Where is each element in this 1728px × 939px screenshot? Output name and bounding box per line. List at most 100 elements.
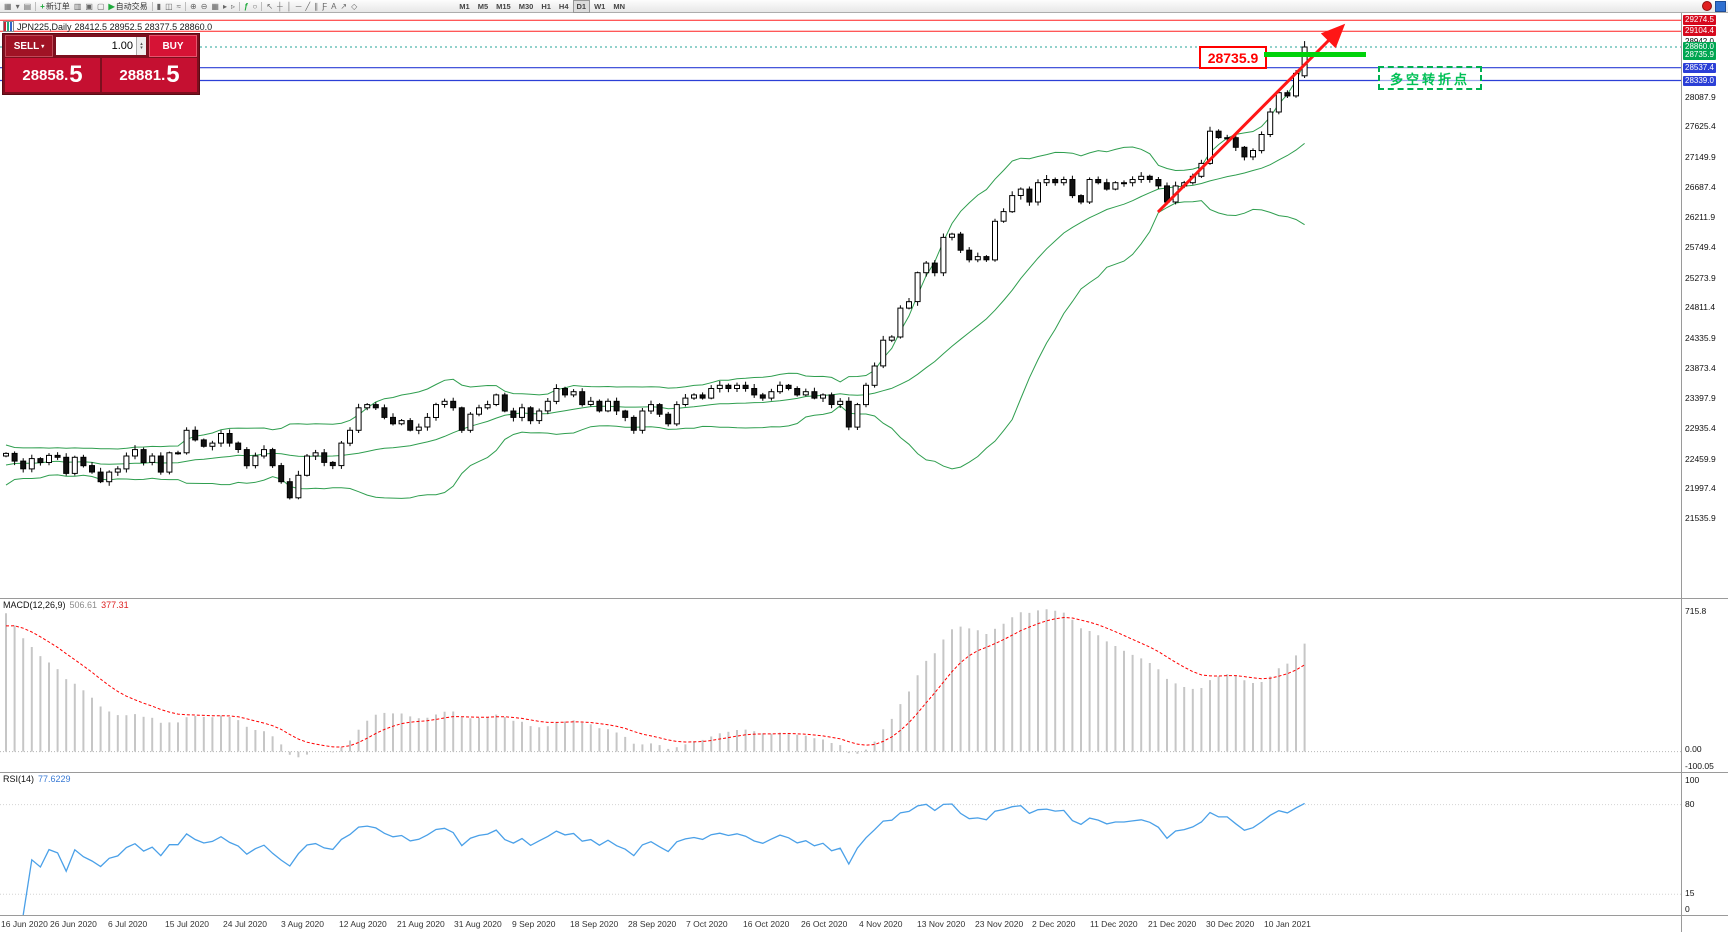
cursor-button[interactable]: ↖ — [264, 1, 275, 12]
indicators-button[interactable]: ƒ — [242, 1, 250, 12]
horizontal-line-button[interactable]: ─ — [294, 1, 304, 12]
vertical-line-button[interactable]: │ — [285, 1, 294, 12]
new-order-button[interactable]: + 新订单 — [38, 1, 72, 12]
sell-button-label: SELL — [13, 40, 40, 52]
price-scale-border — [1681, 13, 1682, 932]
cycle-button[interactable]: ○ — [250, 1, 259, 12]
price-axis-label: 21997.4 — [1685, 483, 1716, 493]
chart-title: JPN225,Daily 28412.5 28952.5 28377.5 288… — [3, 21, 212, 32]
timeframe-d1[interactable]: D1 — [572, 0, 591, 13]
volume-spinner[interactable]: ▴ ▾ — [136, 37, 146, 55]
auto-scroll-button[interactable]: ▸ — [221, 1, 229, 12]
market-watch-icon: ▥ — [73, 1, 82, 11]
candlestick-chart-button[interactable]: ◫ — [163, 1, 175, 12]
date-axis-label: 10 Jan 2021 — [1264, 919, 1311, 929]
timeframe-mn[interactable]: MN — [613, 1, 626, 11]
date-axis-label: 26 Jun 2020 — [50, 919, 97, 929]
one-click-trading-panel: SELL ▾ 1.00 ▴ ▾ BUY 28858. 5 28881. 5 — [2, 33, 200, 95]
buy-button[interactable]: BUY — [149, 35, 197, 57]
zoom-in-button[interactable]: ⊕ — [188, 1, 199, 12]
rsi-value: 77.6229 — [38, 774, 71, 784]
text-tool-icon: A — [331, 1, 337, 11]
timeframe-m15[interactable]: M15 — [496, 1, 511, 11]
new-chart-icon: ▦ — [4, 1, 12, 11]
chart-list-dropdown[interactable]: ▾ — [14, 1, 22, 12]
macd-indicator-label: MACD(12,26,9) 506.61 377.31 — [3, 600, 129, 610]
timeframe-m1[interactable]: M1 — [459, 1, 470, 11]
price-scale[interactable]: 28087.9 27625.4 27149.9 26687.4 26211.9 25749… — [1682, 0, 1728, 939]
panel-divider-macd[interactable] — [0, 598, 1728, 599]
line-chart-button[interactable]: ≈ — [175, 1, 183, 12]
date-axis-label: 6 Jul 2020 — [108, 919, 148, 929]
profiles-button[interactable]: ▤ — [22, 1, 34, 12]
market-watch-button[interactable]: ▥ — [72, 1, 84, 12]
timeframe-h4[interactable]: H4 — [558, 1, 569, 11]
chart-shift-icon: ▹ — [231, 1, 236, 11]
buy-price-display[interactable]: 28881. 5 — [102, 58, 197, 92]
zoom-out-icon: ⊖ — [200, 1, 208, 11]
price-axis-label: 23397.9 — [1685, 393, 1716, 403]
time-axis[interactable]: 16 Jun 2020 26 Jun 2020 6 Jul 2020 15 Jul 2… — [0, 916, 1681, 936]
toolbar-separator — [35, 1, 37, 11]
vertical-line-icon: │ — [286, 1, 292, 11]
channel-icon: ∥ — [314, 1, 319, 11]
timeframe-w1[interactable]: W1 — [594, 1, 606, 11]
spinner-down-icon[interactable]: ▾ — [140, 45, 143, 51]
date-axis-label: 7 Oct 2020 — [686, 919, 728, 929]
panel-divider-rsi[interactable] — [0, 772, 1728, 773]
zoom-in-icon: ⊕ — [190, 1, 197, 11]
timeframe-h1[interactable]: H1 — [541, 1, 551, 11]
price-tag: 28339.0 — [1683, 76, 1716, 86]
crosshair-icon: ┼ — [277, 1, 283, 11]
price-callout-box[interactable]: 28735.9 — [1199, 46, 1267, 69]
note-annotation-box[interactable]: 多空转折点 — [1378, 66, 1482, 90]
sell-price-main: 28858. — [22, 66, 69, 84]
price-axis-label: 21535.9 — [1685, 513, 1716, 523]
record-icon[interactable] — [1702, 1, 1712, 11]
date-axis-label: 15 Jul 2020 — [165, 919, 209, 929]
line-chart-icon: ≈ — [176, 1, 182, 11]
indicator-axis-label: 100 — [1685, 775, 1700, 785]
support-line-segment[interactable] — [1264, 52, 1366, 57]
spinner-up-icon[interactable]: ▴ — [140, 41, 143, 47]
indicator-axis-label: 80 — [1685, 799, 1695, 809]
autotrading-icon: ▶ — [108, 1, 115, 11]
sell-dropdown-icon: ▾ — [41, 43, 45, 50]
date-axis-label: 2 Dec 2020 — [1032, 919, 1076, 929]
sell-price-display[interactable]: 28858. 5 — [5, 58, 100, 92]
bar-chart-button[interactable]: ▮ — [155, 1, 163, 12]
date-axis-label: 16 Oct 2020 — [743, 919, 790, 929]
data-window-button[interactable]: ▣ — [83, 1, 95, 12]
sell-button[interactable]: SELL ▾ — [5, 35, 53, 57]
data-window-icon: ▣ — [85, 1, 93, 11]
panel-icon[interactable] — [1715, 0, 1726, 12]
autotrading-button-label: 自动交易 — [115, 1, 148, 11]
shapes-button[interactable]: ◇ — [349, 1, 359, 12]
price-axis-label: 22459.9 — [1685, 454, 1716, 464]
timeframe-m30[interactable]: M30 — [518, 1, 534, 11]
autotrading-button[interactable]: ▶ 自动交易 — [107, 1, 150, 12]
price-axis-label: 22935.4 — [1685, 423, 1716, 433]
volume-value: 1.00 — [111, 40, 133, 52]
navigator-button[interactable]: ▢ — [95, 1, 107, 12]
buy-price-main: 28881. — [119, 66, 166, 84]
fibonacci-button[interactable]: Ƒ — [320, 1, 329, 12]
price-tag: 29274.5 — [1683, 15, 1716, 25]
new-chart-button[interactable]: ▦ — [2, 1, 14, 12]
text-tool-button[interactable]: A — [329, 1, 338, 12]
timeframe-m5[interactable]: M5 — [477, 1, 489, 11]
cursor-icon: ↖ — [266, 1, 274, 11]
indicator-axis-label: 715.8 — [1685, 606, 1707, 616]
tile-windows-button[interactable]: ▦ — [209, 1, 221, 12]
channel-button[interactable]: ∥ — [312, 1, 320, 12]
zoom-out-button[interactable]: ⊖ — [199, 1, 210, 12]
volume-input[interactable]: 1.00 ▴ ▾ — [56, 37, 146, 55]
trendline-button[interactable]: ╱ — [303, 1, 312, 12]
arrows-tool-button[interactable]: ↗ — [338, 1, 349, 12]
crosshair-button[interactable]: ┼ — [275, 1, 285, 12]
bar-chart-icon: ▮ — [156, 1, 162, 11]
chart-shift-button[interactable]: ▹ — [229, 1, 237, 12]
trendline-icon: ╱ — [305, 1, 311, 11]
price-axis-label: 26687.4 — [1685, 182, 1716, 192]
